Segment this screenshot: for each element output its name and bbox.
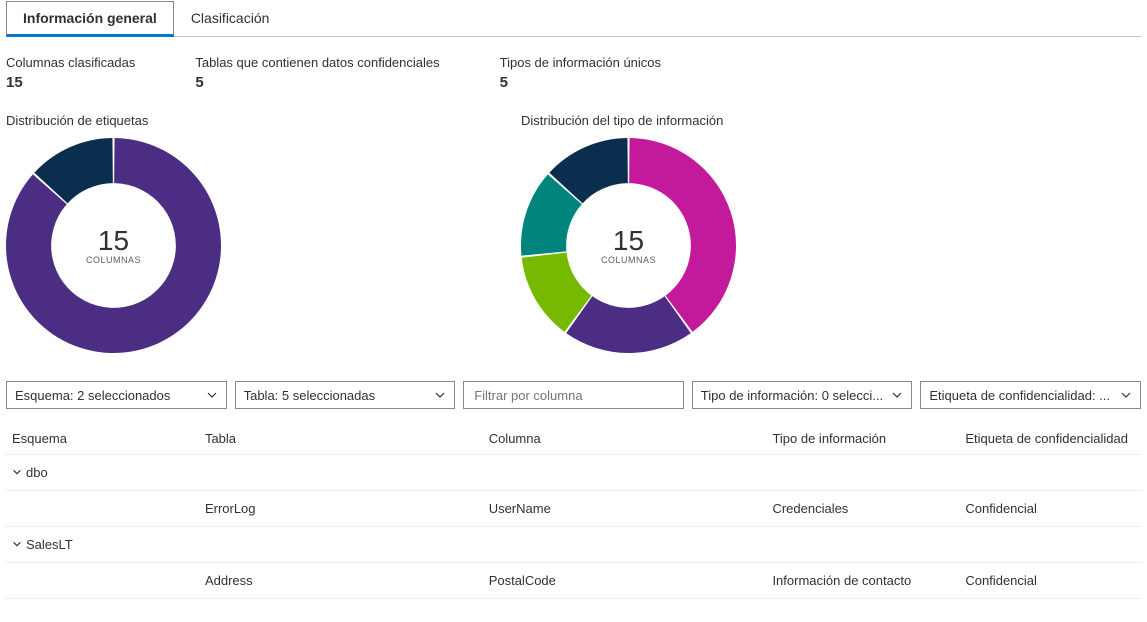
cell-label: Confidencial <box>959 491 1141 527</box>
cell-table: ErrorLog <box>199 491 483 527</box>
col-infotype[interactable]: Tipo de información <box>766 423 959 455</box>
chevron-down-icon <box>434 389 446 401</box>
cell-label: Confidencial <box>959 563 1141 599</box>
table-row[interactable]: AddressPostalCodeInformación de contacto… <box>6 563 1141 599</box>
cell-column: PostalCode <box>483 563 767 599</box>
metrics-row: Columnas clasificadas 15 Tablas que cont… <box>6 55 1141 91</box>
label-distribution-chart: Distribución de etiquetas 15 COLUMNAS <box>6 113 221 353</box>
chart-title: Distribución del tipo de información <box>521 113 736 128</box>
table-filter[interactable]: Tabla: 5 seleccionadas <box>235 381 456 409</box>
schema-group-row[interactable]: dbo <box>6 455 1141 491</box>
donut-center-label: COLUMNAS <box>86 255 141 265</box>
metric-tables-sensitive: Tablas que contienen datos confidenciale… <box>195 55 439 91</box>
col-column[interactable]: Columna <box>483 423 767 455</box>
charts-row: Distribución de etiquetas 15 COLUMNAS Di… <box>6 113 1141 353</box>
filter-label: Etiqueta de confidencialidad: ... <box>929 388 1110 403</box>
donut-chart: 15 COLUMNAS <box>6 138 221 353</box>
donut-slice[interactable] <box>566 296 691 353</box>
cell-table: Address <box>199 563 483 599</box>
column-filter-field[interactable] <box>472 387 675 404</box>
metric-value: 15 <box>6 74 135 91</box>
schema-group-row[interactable]: SalesLT <box>6 527 1141 563</box>
donut-center-label: COLUMNAS <box>601 255 656 265</box>
schema-name: SalesLT <box>26 537 73 552</box>
donut-center-value: 15 <box>86 227 141 255</box>
donut-chart: 15 COLUMNAS <box>521 138 736 353</box>
chevron-down-icon <box>1120 389 1132 401</box>
donut-center: 15 COLUMNAS <box>86 227 141 265</box>
col-table[interactable]: Tabla <box>199 423 483 455</box>
metric-label: Tablas que contienen datos confidenciale… <box>195 55 439 70</box>
col-schema[interactable]: Esquema <box>6 423 199 455</box>
metric-unique-infotypes: Tipos de información únicos 5 <box>500 55 661 91</box>
schema-name: dbo <box>26 465 48 480</box>
schema-filter[interactable]: Esquema: 2 seleccionados <box>6 381 227 409</box>
filter-label: Tabla: 5 seleccionadas <box>244 388 376 403</box>
infotype-filter[interactable]: Tipo de información: 0 selecci... <box>692 381 913 409</box>
metric-classified-columns: Columnas clasificadas 15 <box>6 55 135 91</box>
classification-grid: Esquema Tabla Columna Tipo de informació… <box>6 423 1141 599</box>
metric-value: 5 <box>500 74 661 91</box>
infotype-distribution-chart: Distribución del tipo de información 15 … <box>521 113 736 353</box>
filters-row: Esquema: 2 seleccionados Tabla: 5 selecc… <box>6 381 1141 409</box>
metric-label: Columnas clasificadas <box>6 55 135 70</box>
tabs: Información general Clasificación <box>6 0 1141 37</box>
chevron-down-icon <box>12 539 22 552</box>
chevron-down-icon <box>206 389 218 401</box>
metric-value: 5 <box>195 74 439 91</box>
chevron-down-icon <box>891 389 903 401</box>
tab-overview[interactable]: Información general <box>6 1 174 37</box>
table-row[interactable]: ErrorLogUserNameCredencialesConfidencial <box>6 491 1141 527</box>
cell-infotype: Información de contacto <box>766 563 959 599</box>
column-filter-input[interactable] <box>463 381 684 409</box>
donut-center: 15 COLUMNAS <box>601 227 656 265</box>
chevron-down-icon <box>12 467 22 480</box>
tab-classification[interactable]: Clasificación <box>174 1 287 37</box>
filter-label: Tipo de información: 0 selecci... <box>701 388 883 403</box>
col-label[interactable]: Etiqueta de confidencialidad <box>959 423 1141 455</box>
sensitivity-label-filter[interactable]: Etiqueta de confidencialidad: ... <box>920 381 1141 409</box>
cell-column: UserName <box>483 491 767 527</box>
chart-title: Distribución de etiquetas <box>6 113 221 128</box>
metric-label: Tipos de información únicos <box>500 55 661 70</box>
grid-header-row: Esquema Tabla Columna Tipo de informació… <box>6 423 1141 455</box>
donut-center-value: 15 <box>601 227 656 255</box>
filter-label: Esquema: 2 seleccionados <box>15 388 170 403</box>
cell-infotype: Credenciales <box>766 491 959 527</box>
